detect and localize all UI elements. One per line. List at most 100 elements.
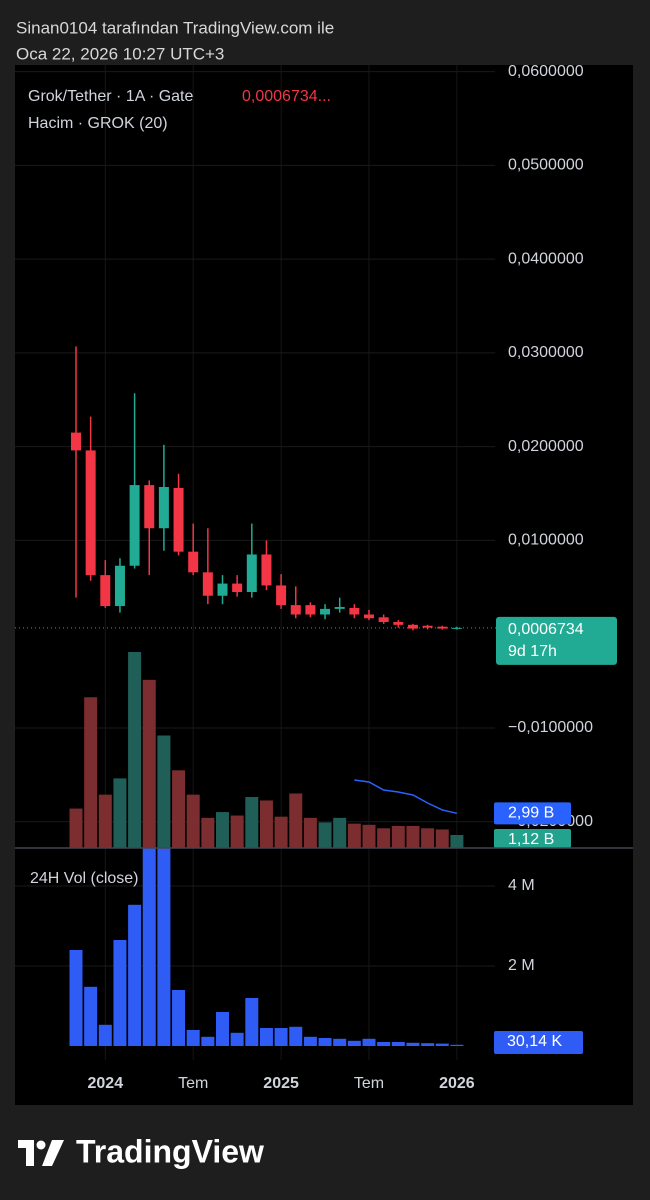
candle-body xyxy=(261,554,272,586)
volume-bar xyxy=(303,817,317,848)
last-price-label: 0,0006734 xyxy=(508,621,584,638)
volume-bar xyxy=(98,794,112,848)
last-price-box xyxy=(496,616,617,665)
volume-bar xyxy=(377,828,391,848)
volume-bar xyxy=(274,816,288,848)
vol24-bar xyxy=(216,1012,229,1046)
vol24-bar xyxy=(142,848,156,1046)
overlay: 2024 Tem 2025 Tem 2026 Grok/Tether · 1A · Gat… xyxy=(28,88,617,1092)
volume-bar xyxy=(435,829,449,848)
volume-last-label: 1,12 B xyxy=(508,831,554,848)
candle-body xyxy=(217,583,228,596)
author: Sinan0104 tarafından TradingView.com ile xyxy=(16,18,334,37)
volume-bar xyxy=(391,825,405,848)
candle-body xyxy=(246,554,257,593)
vol24-bar xyxy=(84,986,98,1046)
vol24-bar xyxy=(435,1043,449,1046)
vol24-last-label: 30,14 K xyxy=(507,1033,562,1050)
vol24-bar xyxy=(303,1036,317,1046)
vol24-bar xyxy=(347,1040,361,1046)
y-tick-label: 0,0100000 xyxy=(508,532,584,549)
candle-body xyxy=(320,608,331,615)
vol24-bar xyxy=(333,1038,347,1046)
volume-bar xyxy=(186,794,200,848)
volume-bar xyxy=(289,793,303,848)
x-tick-label: 2024 xyxy=(88,1075,124,1092)
candle-body xyxy=(378,617,389,623)
legend-volume: Hacim · GROK (20) xyxy=(28,115,168,132)
vol24-bar xyxy=(230,1032,244,1046)
candle-body xyxy=(451,627,462,629)
y-tick-label: 0,0400000 xyxy=(508,250,584,267)
vol24-bar xyxy=(259,1028,273,1046)
volume-bar xyxy=(347,823,361,848)
ma-label: 2,99 B xyxy=(508,805,554,822)
y-tick-label: 0,0600000 xyxy=(508,63,584,80)
candle-body xyxy=(173,487,184,552)
vol24-bar xyxy=(450,1044,464,1046)
volume-bar xyxy=(318,822,332,848)
legend-symbol: Grok/Tether · 1A · Gate xyxy=(28,88,194,105)
candle-body xyxy=(393,622,404,625)
candle-body xyxy=(422,625,433,628)
volume-bar xyxy=(113,778,127,848)
volume-bar xyxy=(406,825,420,848)
vol24-bar xyxy=(391,1042,405,1046)
candle-body xyxy=(364,614,374,619)
y-tick-label: 0,0500000 xyxy=(508,157,584,174)
vol24-pane: 2 M 4 M xyxy=(15,848,535,1060)
candle-body xyxy=(202,572,213,596)
candle-body xyxy=(85,450,96,576)
x-tick-label: 2025 xyxy=(263,1075,299,1092)
vol24-bar xyxy=(289,1026,303,1046)
volume-bar xyxy=(230,815,244,848)
candle-body xyxy=(305,605,316,615)
y-tick-label: 0,0300000 xyxy=(508,344,584,361)
volume-bar xyxy=(157,735,171,848)
vol24-bar xyxy=(157,848,171,1046)
legend-value: 0,0006734... xyxy=(242,88,331,105)
candle-body xyxy=(158,486,169,529)
volume-bar xyxy=(450,835,464,848)
candle-body xyxy=(144,485,155,529)
candle-body xyxy=(437,626,448,629)
volume-bar xyxy=(201,817,215,848)
candle-body xyxy=(232,583,243,593)
volume-bar xyxy=(128,652,142,848)
ma-box xyxy=(494,802,571,825)
volume-bar xyxy=(69,808,83,848)
x-tick-label: Tem xyxy=(178,1075,208,1092)
vol24-bar xyxy=(128,904,142,1046)
vol24-bar xyxy=(421,1043,435,1046)
vol24-bar xyxy=(186,1030,200,1046)
y-tick-label: 4 M xyxy=(508,877,535,894)
candle-body xyxy=(407,624,418,629)
candle-body xyxy=(290,605,301,615)
vol24-bar xyxy=(274,1028,288,1046)
countdown: 9d 17h xyxy=(508,643,557,660)
x-tick-label: Tem xyxy=(354,1075,384,1092)
vol24-bar xyxy=(201,1036,215,1046)
volume-ma-line xyxy=(354,779,458,815)
y-tick-label: −0,0100000 xyxy=(508,719,593,736)
vol24-bar xyxy=(98,1024,112,1046)
candle-body xyxy=(188,551,199,573)
volume-bar xyxy=(142,679,156,848)
volume-bar xyxy=(333,817,347,848)
candle-body xyxy=(71,432,81,451)
candle-body xyxy=(100,575,111,607)
vol24-bar xyxy=(69,950,83,1046)
vol24-bar xyxy=(362,1038,376,1046)
candle-body xyxy=(114,565,125,607)
logo xyxy=(18,1140,64,1166)
volume-bar xyxy=(421,828,435,848)
vol24-bar xyxy=(318,1038,332,1046)
volume-bar xyxy=(216,812,229,848)
candle-body xyxy=(334,607,345,609)
x-tick-label: 2026 xyxy=(439,1075,475,1092)
vol24-bar xyxy=(113,940,127,1046)
candle-body xyxy=(276,585,287,606)
vol24-last-box xyxy=(494,1031,583,1054)
